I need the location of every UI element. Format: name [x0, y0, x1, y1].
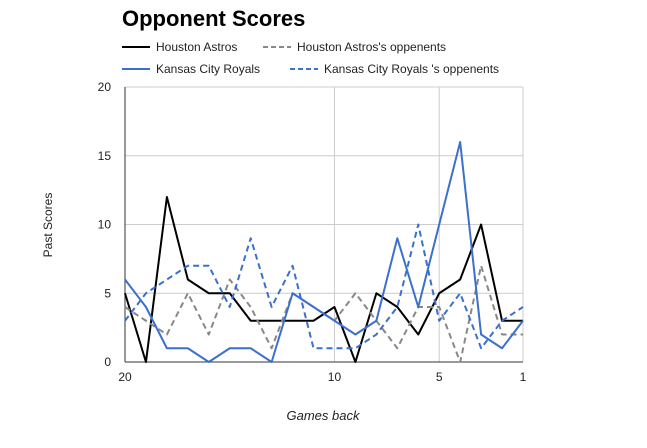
- legend-label-3: Kansas City Royals: [156, 62, 260, 76]
- y-tick-label: 10: [98, 218, 112, 232]
- y-tick-label: 5: [104, 286, 111, 300]
- x-tick-label: 5: [436, 370, 443, 384]
- series-line-1: [124, 196, 523, 363]
- legend: Houston Astros Houston Astros's oppenents…: [122, 40, 499, 76]
- series-line-4: [124, 223, 524, 350]
- legend-label-4: Kansas City Royals 's oppenents: [324, 62, 499, 76]
- legend-label-2: Houston Astros's oppenents: [297, 40, 446, 54]
- grid: [124, 86, 524, 363]
- legend-label-1: Houston Astros: [156, 40, 237, 54]
- y-tick-label: 20: [98, 80, 112, 94]
- x-tick-label: 10: [328, 370, 342, 384]
- chart-title: Opponent Scores: [122, 6, 306, 31]
- x-tick-label: 1: [520, 370, 527, 384]
- y-tick-label: 15: [98, 149, 112, 163]
- tick-labels: 0 5 10 15 20 20 10 5 1: [98, 80, 527, 384]
- series-layer: [124, 141, 524, 363]
- x-tick-label: 20: [118, 370, 132, 384]
- y-tick-label: 0: [104, 355, 111, 369]
- y-axis-title: Past Scores: [41, 193, 55, 258]
- series-line-2: [124, 264, 523, 363]
- series-line-3: [124, 141, 524, 363]
- x-axis-title: Games back: [287, 408, 361, 423]
